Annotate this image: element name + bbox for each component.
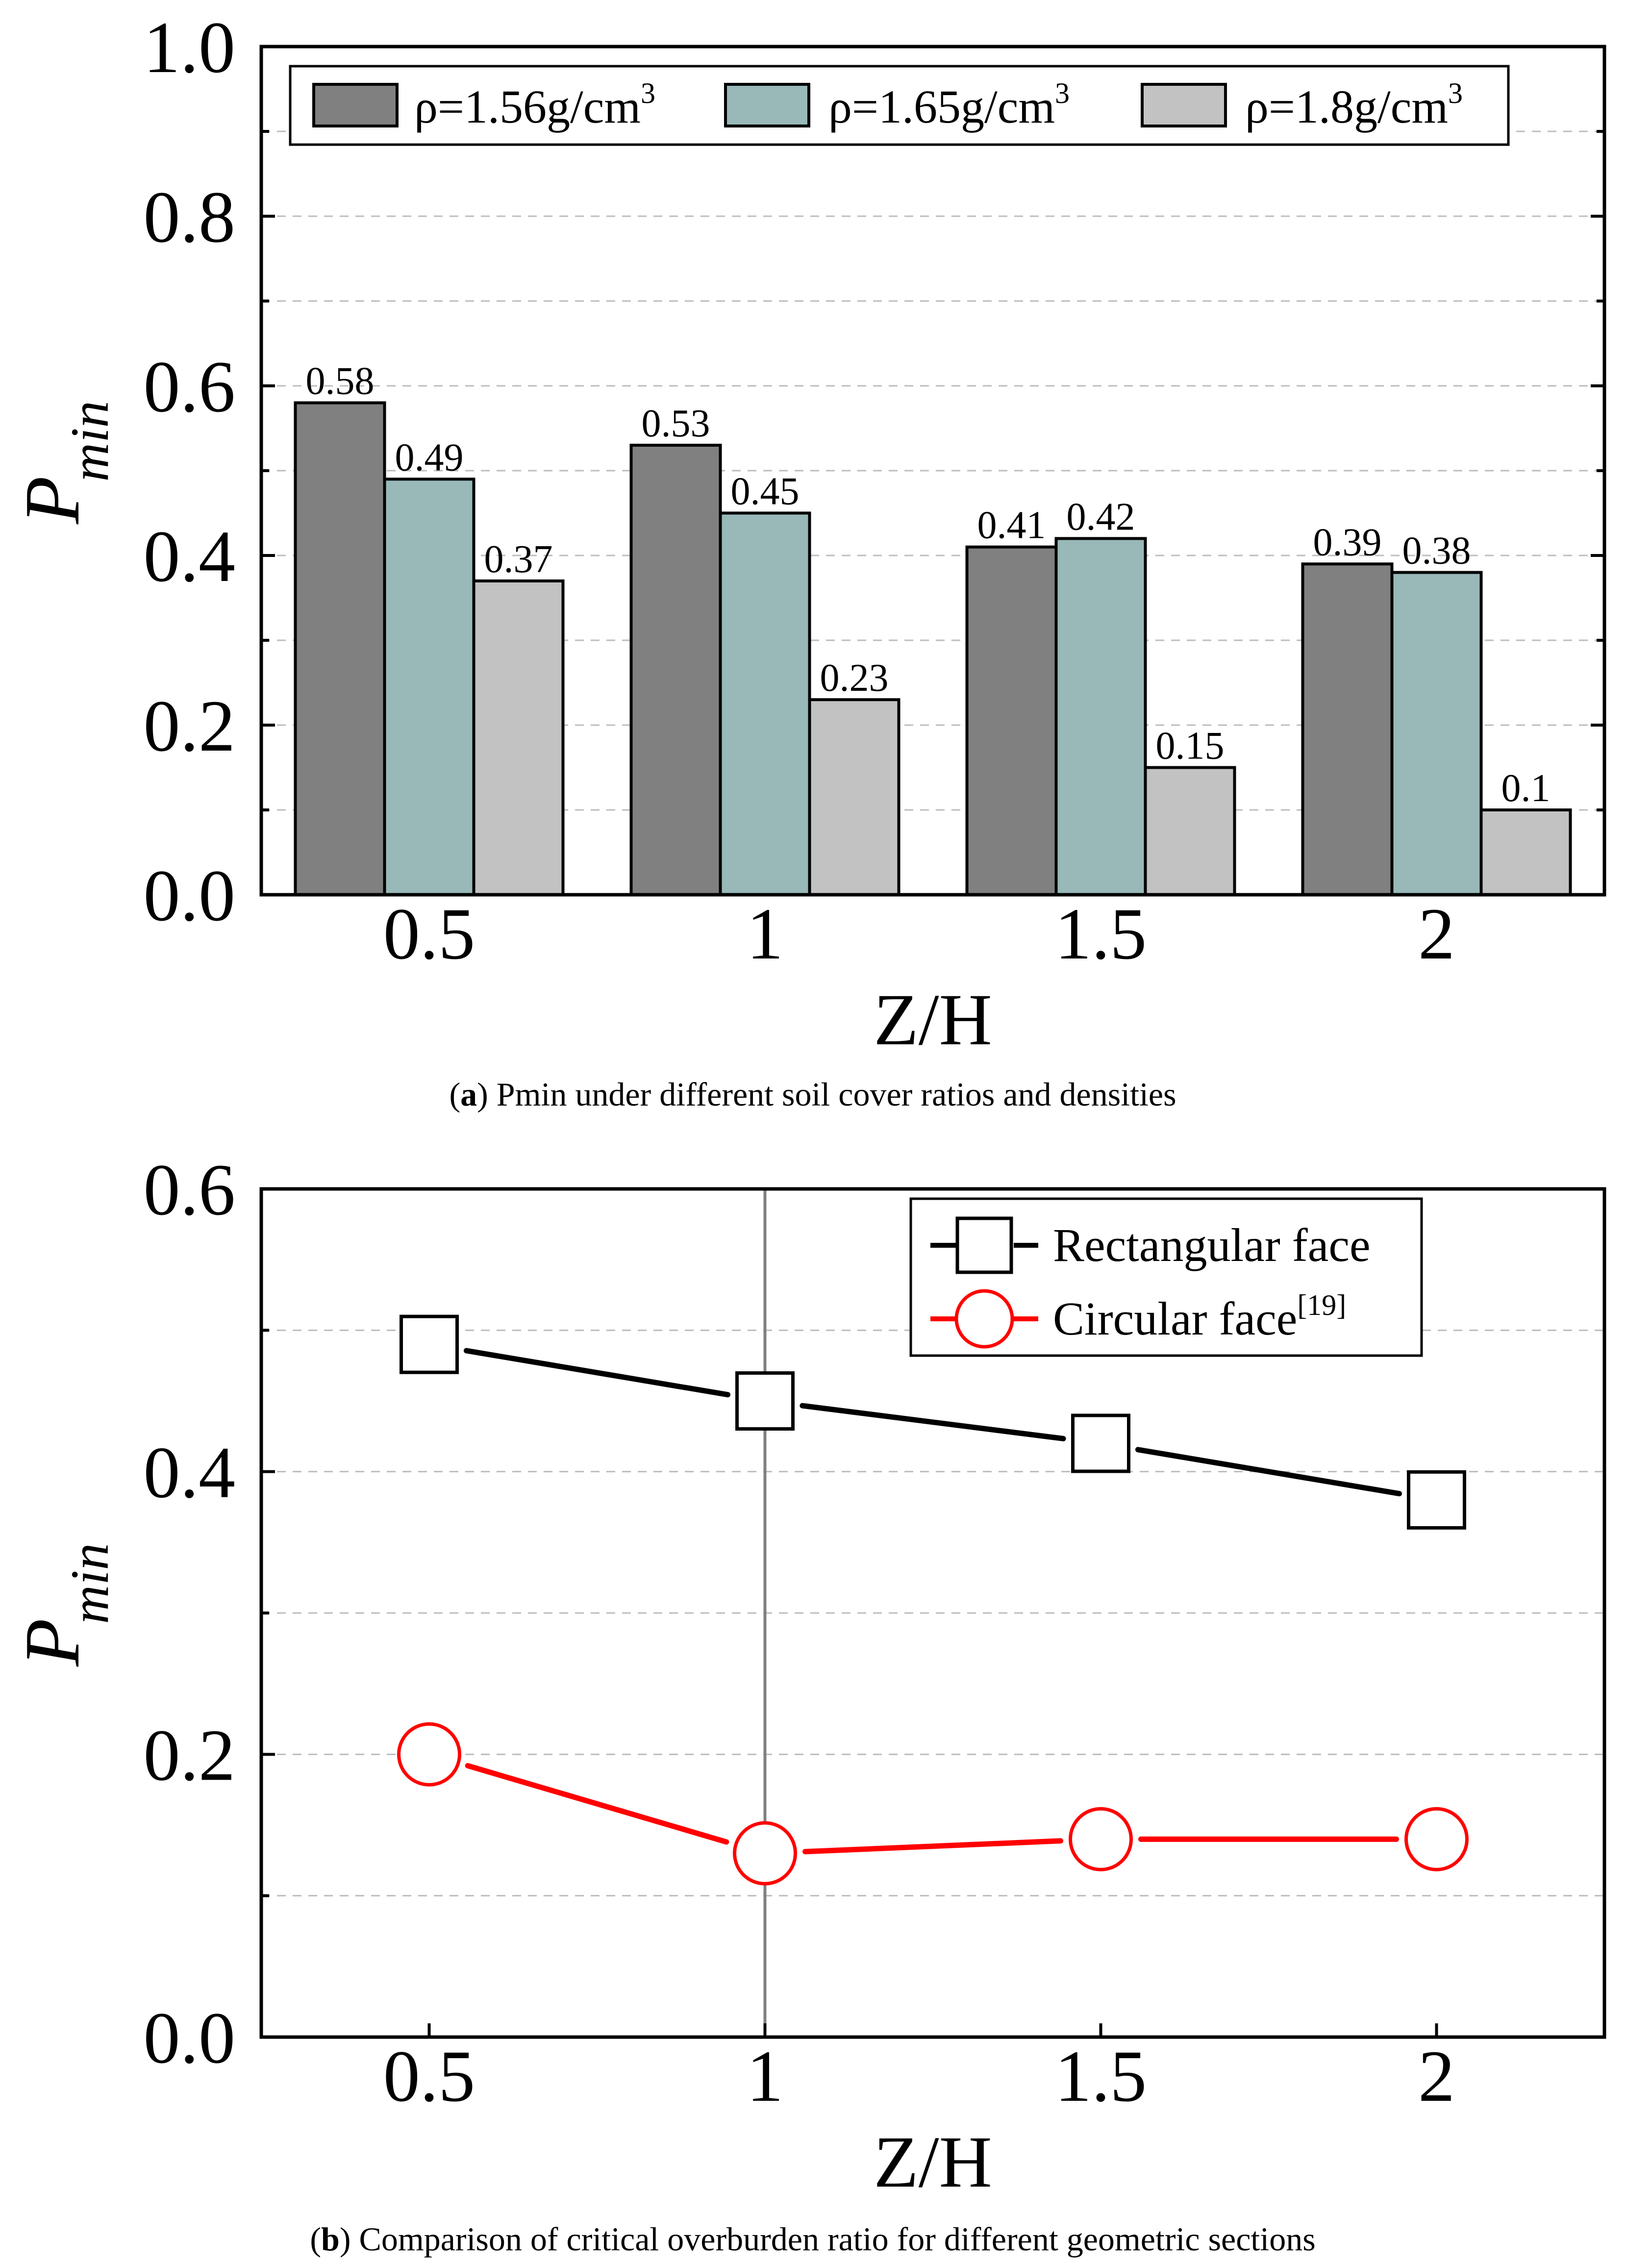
line-segment-rectangular <box>1135 1447 1402 1497</box>
line-segment-circular <box>802 1838 1064 1855</box>
line-chart-y-tick-label: 0.2 <box>144 1714 236 1796</box>
bar-chart-y-tick-label: 1.0 <box>144 7 236 88</box>
bar-1-0.5 <box>294 401 386 896</box>
line-chart-y-ticks: 0.0 0.2 0.4 0.6 <box>144 1149 275 2079</box>
bar-2-2 <box>1390 571 1483 896</box>
bar-chart-y-axis-title: P min <box>8 401 120 525</box>
bar-1-2 <box>1301 562 1394 897</box>
point-rectangular-1.5 <box>1071 1413 1130 1473</box>
bar-chart-panel: 0.580.490.370.530.450.230.41 0.420.150.39… <box>8 7 1606 1113</box>
bar-data-label: 0.37 <box>484 538 553 581</box>
line-chart-caption: (b) Comparison of critical overburden ra… <box>310 2220 1315 2258</box>
bar-2-1.5 <box>1054 537 1147 896</box>
bar-data-label: 0.49 <box>395 436 464 479</box>
line-chart-x-ticks: 0.5 1 1.5 2 <box>383 2023 1455 2117</box>
legend-swatch-series-3 <box>1141 83 1227 127</box>
point-rectangular-0.5 <box>400 1314 459 1374</box>
line-chart-y-tick-label: 0.6 <box>144 1149 236 1231</box>
point-circular-1.5 <box>1069 1807 1133 1871</box>
bar-3-2 <box>1479 808 1572 896</box>
bar-3-0.5 <box>472 579 565 896</box>
line-chart-legend: Rectangular face Circular face[19] <box>909 1197 1423 1357</box>
bar-data-label: 0.42 <box>1067 495 1135 538</box>
bar-data-label: 0.45 <box>731 470 800 513</box>
bar-chart-y-tick-label: 0.0 <box>144 855 236 936</box>
bar-chart-x-tick-label: 1.5 <box>1055 893 1147 975</box>
bar-chart-y-tick-label: 0.8 <box>144 176 236 258</box>
bar-3-1 <box>808 698 901 896</box>
bar-2-1 <box>719 511 811 896</box>
bar-3-1.5 <box>1144 766 1236 896</box>
bar-data-label: 0.38 <box>1402 529 1471 573</box>
bar-data-label: 0.58 <box>306 360 375 403</box>
bar-chart-x-axis-title: Z/H <box>874 979 992 1060</box>
bar-chart-y-tick-label: 0.4 <box>144 516 236 597</box>
bar-chart-x-tick-label: 0.5 <box>383 893 475 975</box>
bar-data-label: 0.23 <box>820 656 889 700</box>
legend-circle-marker <box>954 1289 1014 1349</box>
line-chart-series-lines <box>463 1348 1402 1855</box>
bar-chart-y-tick-label: 0.2 <box>144 685 236 767</box>
bar-chart-y-axis-title-main: P <box>8 476 96 525</box>
bar-chart-caption: (a) Pmin under different soil cover rati… <box>449 1076 1176 1113</box>
bar-chart-y-axis-title-sub: min <box>60 401 120 482</box>
line-segment-rectangular <box>463 1348 731 1398</box>
line-segment-circular <box>465 1763 729 1845</box>
point-circular-2 <box>1404 1807 1469 1871</box>
legend-swatch-series-1 <box>312 83 399 127</box>
bar-chart-x-tick-label: 2 <box>1418 893 1455 975</box>
point-circular-1 <box>733 1821 797 1886</box>
legend-label-circular: Circular face[19] <box>1053 1289 1346 1345</box>
line-chart-x-tick-label: 0.5 <box>383 2036 475 2117</box>
bar-chart-y-ticks: 0.0 0.2 0.4 0.6 0.8 1.0 <box>144 7 1604 936</box>
legend-swatch-series-2 <box>724 83 810 127</box>
bar-data-label: 0.1 <box>1501 767 1551 810</box>
line-chart-y-tick-label: 0.0 <box>144 1997 236 2079</box>
point-rectangular-2 <box>1407 1470 1466 1530</box>
line-segment-rectangular <box>800 1403 1066 1441</box>
bar-chart-x-ticks: 0.5 1 1.5 2 <box>383 893 1455 975</box>
legend-label-series-3: ρ=1.8g/cm3 <box>1245 77 1463 133</box>
point-rectangular-1 <box>735 1371 795 1431</box>
bar-data-label: 0.53 <box>642 402 710 445</box>
bar-chart-x-tick-label: 1 <box>747 893 783 975</box>
bar-chart-y-tick-label: 0.6 <box>144 346 236 428</box>
line-chart-gridlines <box>261 1329 1604 1897</box>
bar-chart-legend-box <box>289 65 1510 146</box>
bar-chart-bars <box>294 401 1572 897</box>
bar-data-label: 0.41 <box>977 504 1046 547</box>
line-chart-y-axis-title: P min <box>8 1543 120 1667</box>
bar-2-0.5 <box>383 478 475 896</box>
line-chart-x-axis-title: Z/H <box>874 2121 992 2203</box>
legend-label-series-2: ρ=1.65g/cm3 <box>828 77 1070 133</box>
point-circular-0.5 <box>397 1722 461 1787</box>
line-chart-x-tick-label: 2 <box>1418 2036 1455 2117</box>
line-chart-y-tick-label: 0.4 <box>144 1432 236 1513</box>
legend-label-series-1: ρ=1.56g/cm3 <box>414 77 655 133</box>
line-chart-panel: 0.0 0.2 0.4 0.6 0.5 1 1.5 2 Z/H P min Rectangu… <box>8 1149 1606 2258</box>
line-chart-markers <box>397 1314 1469 1886</box>
bar-1-1.5 <box>965 545 1058 896</box>
bar-1-1 <box>629 444 722 896</box>
bar-data-label: 0.39 <box>1313 521 1382 564</box>
bar-data-label: 0.15 <box>1156 725 1225 768</box>
legend-square-marker <box>955 1216 1013 1274</box>
bar-chart-data-labels: 0.58 0.49 0.37 0.53 0.45 0.23 0.41 0.42 0.15 0.39… <box>306 360 1551 810</box>
line-chart-y-axis-title-sub: min <box>60 1543 120 1624</box>
line-chart-y-axis-title-main: P <box>8 1618 96 1667</box>
bar-chart-legend: ρ=1.56g/cm3 ρ=1.65g/cm3 ρ=1.8g/cm3 <box>289 65 1510 146</box>
line-chart-x-tick-label: 1.5 <box>1055 2036 1147 2117</box>
legend-label-rectangular: Rectangular face <box>1053 1219 1371 1271</box>
line-chart-x-tick-label: 1 <box>747 2036 783 2117</box>
